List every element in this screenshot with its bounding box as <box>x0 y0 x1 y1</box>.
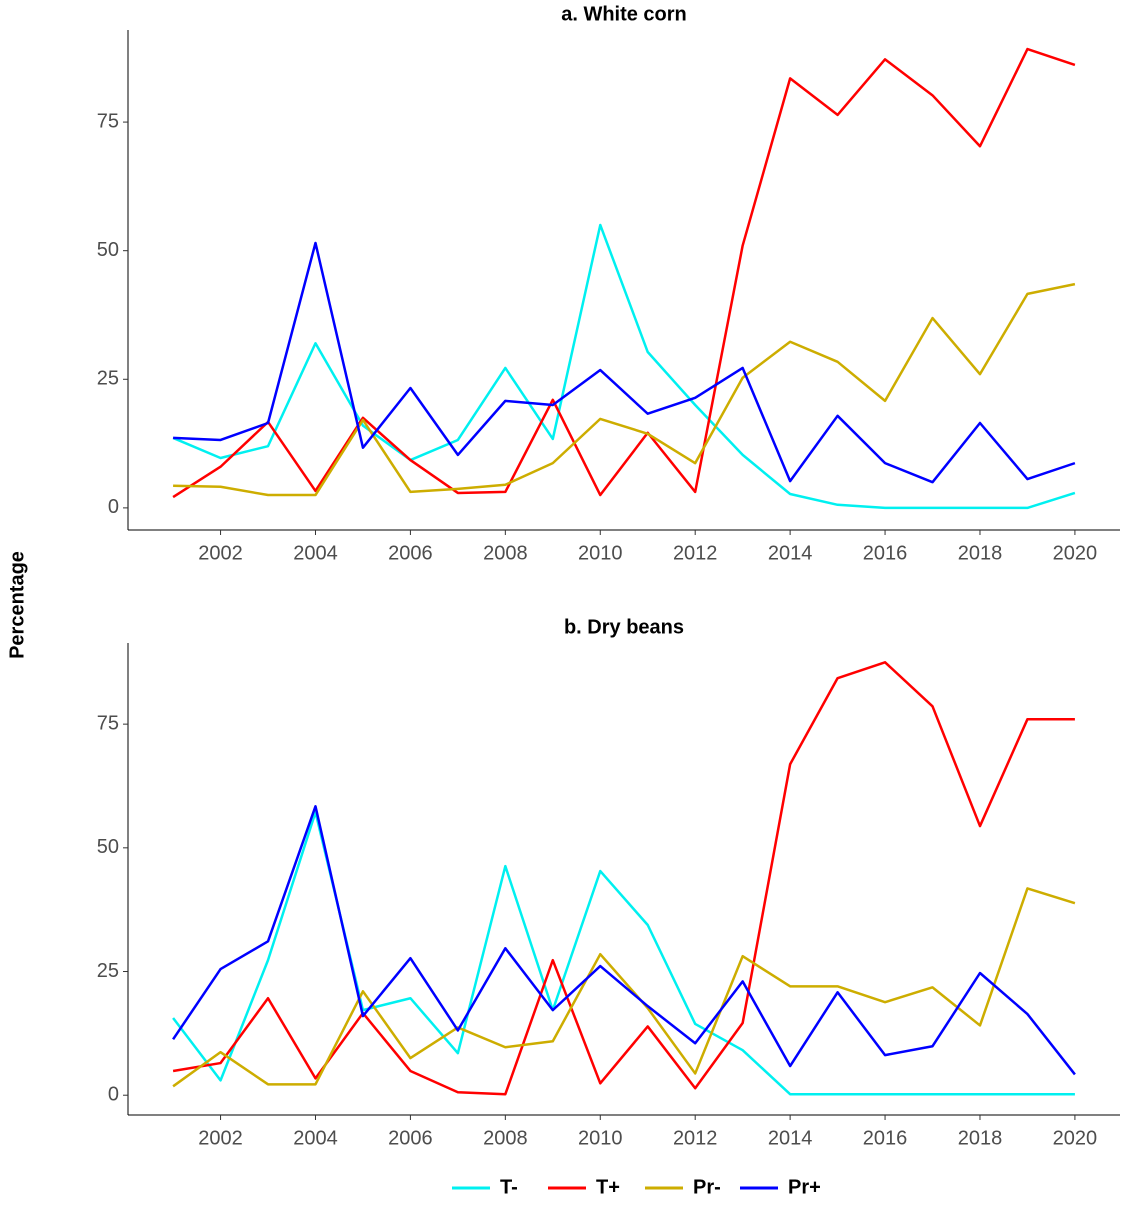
x-tick-label: 2010 <box>578 542 623 564</box>
series-line <box>172 223 1076 510</box>
panel-title: a. White corn <box>561 3 687 25</box>
legend-label: Pr+ <box>788 1176 821 1198</box>
series-line <box>172 661 1075 1096</box>
series-line <box>172 47 1076 499</box>
x-tick-label: 2014 <box>768 1127 813 1149</box>
x-tick-label: 2014 <box>768 542 813 564</box>
x-tick-label: 2018 <box>958 542 1003 564</box>
x-tick-label: 2002 <box>198 1127 243 1149</box>
x-tick-label: 2006 <box>388 1127 433 1149</box>
y-tick-label: 75 <box>97 712 119 734</box>
y-tick-label: 50 <box>97 239 119 261</box>
legend-label: T+ <box>596 1176 620 1198</box>
x-tick-label: 2010 <box>578 1127 623 1149</box>
panel-title: b. Dry beans <box>564 616 684 638</box>
y-axis-label: Percentage <box>6 551 28 659</box>
x-tick-label: 2004 <box>293 1127 338 1149</box>
x-tick-label: 2012 <box>673 1127 718 1149</box>
y-tick-label: 25 <box>97 368 119 390</box>
y-tick-label: 25 <box>97 960 119 982</box>
series-line <box>173 241 1076 484</box>
y-tick-label: 0 <box>108 1083 119 1105</box>
y-tick-label: 50 <box>97 836 119 858</box>
x-tick-label: 2012 <box>673 542 718 564</box>
x-tick-label: 2016 <box>863 1127 908 1149</box>
x-tick-label: 2020 <box>1053 1127 1098 1149</box>
series-line <box>173 282 1076 497</box>
series-line <box>172 887 1076 1088</box>
x-tick-label: 2018 <box>958 1127 1003 1149</box>
x-tick-label: 2016 <box>863 542 908 564</box>
series-line <box>172 805 1076 1076</box>
y-tick-label: 75 <box>97 110 119 132</box>
x-tick-label: 2008 <box>483 542 528 564</box>
x-tick-label: 2006 <box>388 542 433 564</box>
x-tick-label: 2002 <box>198 542 243 564</box>
legend-label: Pr- <box>693 1176 721 1198</box>
legend-label: T- <box>500 1176 518 1198</box>
x-tick-label: 2020 <box>1053 542 1098 564</box>
y-tick-label: 0 <box>108 496 119 518</box>
series-line <box>172 810 1075 1096</box>
x-tick-label: 2004 <box>293 542 338 564</box>
x-tick-label: 2008 <box>483 1127 528 1149</box>
